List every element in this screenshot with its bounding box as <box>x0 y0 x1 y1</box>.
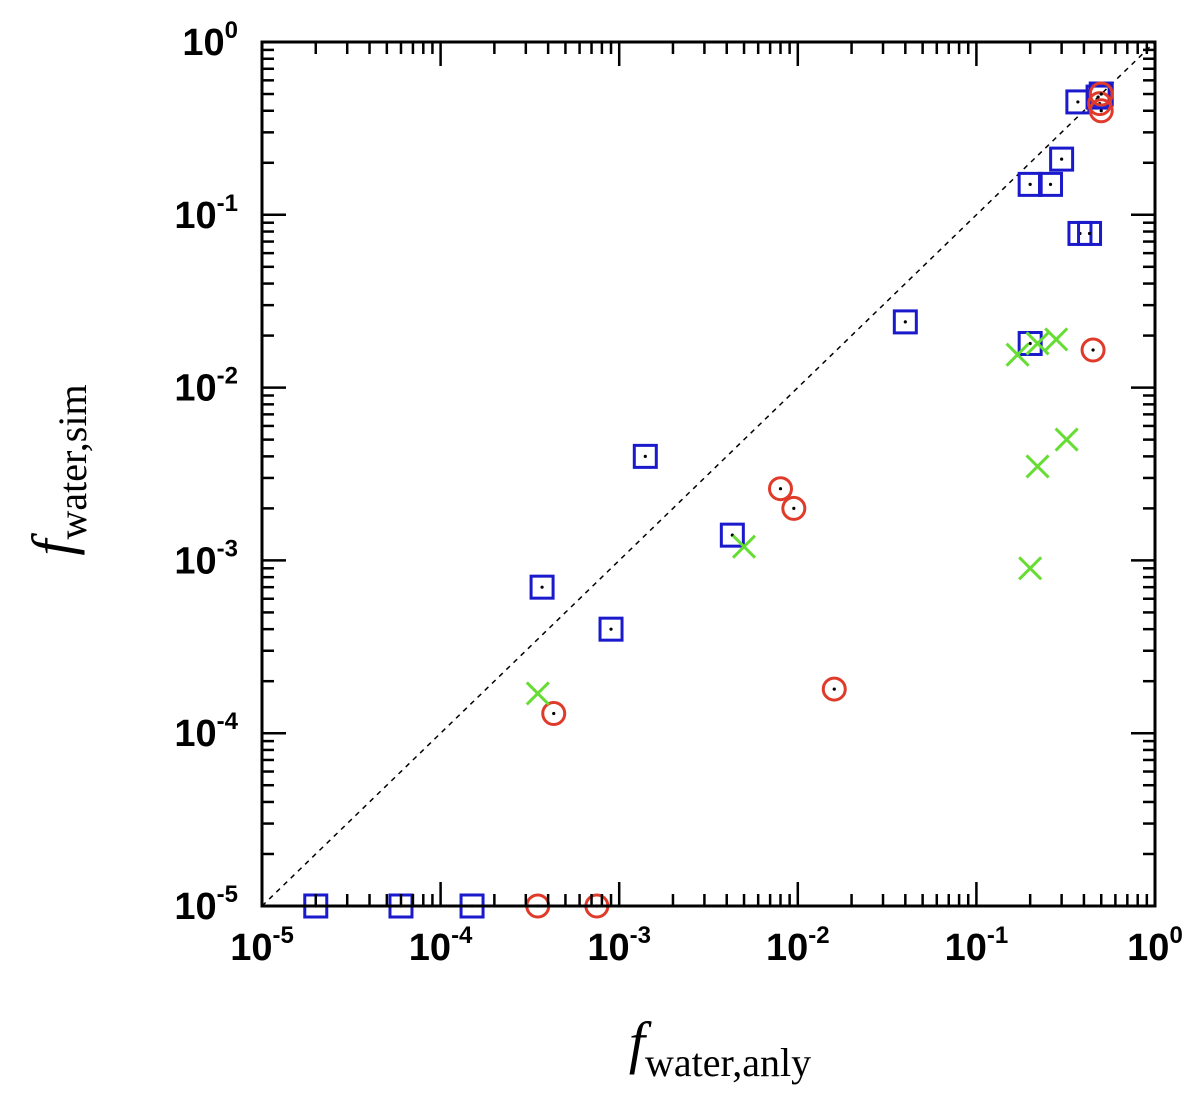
data-point-circle-dot <box>821 676 847 702</box>
y-tick-label: 10-2 <box>174 363 238 410</box>
y-axis-title: fwater,sim <box>20 384 95 555</box>
data-point-x <box>1005 342 1030 367</box>
data-point-square-dot <box>632 443 658 469</box>
x-tick-label: 10-2 <box>766 922 830 969</box>
data-point-circle-dot <box>1088 98 1114 124</box>
x-tick-label: 10-3 <box>587 922 651 969</box>
data-point-square-dot <box>892 309 918 335</box>
series-crosses <box>525 327 1079 706</box>
data-point-square-dot <box>1017 171 1043 197</box>
data-point-square-dot <box>1077 220 1103 246</box>
x-axis-title-subscript: water,anly <box>645 1040 811 1085</box>
y-tick-label: 10-3 <box>174 535 238 582</box>
x-axis-title: fwater,anly <box>629 1010 811 1085</box>
axis-ticks-layer <box>260 40 1157 908</box>
x-tick-label: 10-1 <box>945 922 1009 969</box>
data-point-x <box>1025 331 1050 356</box>
plot-frame <box>260 40 1157 908</box>
data-point-square-dot <box>1038 171 1064 197</box>
y-axis-title-subscript: water,sim <box>50 384 95 539</box>
x-tick-label: 100 <box>1127 922 1183 969</box>
x-tick-label: 10-5 <box>230 922 294 969</box>
data-point-circle-dot <box>767 476 793 502</box>
series-circles <box>525 81 1114 919</box>
y-tick-label: 10-4 <box>174 708 238 755</box>
data-point-x <box>1018 556 1043 581</box>
data-point-circle-dot <box>541 701 567 727</box>
data-point-x <box>1025 454 1050 479</box>
data-point-circle-dot <box>1088 81 1114 107</box>
data-point-x <box>1054 427 1079 452</box>
x-tick-label: 10-4 <box>409 922 473 969</box>
data-points-layer <box>303 81 1114 919</box>
y-tick-label: 100 <box>182 17 238 64</box>
data-point-square-dot <box>598 616 624 642</box>
data-point-x <box>525 681 550 706</box>
reference-line-y-equals-x <box>261 41 1156 907</box>
y-tick-label: 10-5 <box>174 881 238 928</box>
series-squares <box>303 81 1114 919</box>
data-point-square-dot <box>1017 330 1043 356</box>
data-point-square-dot <box>1049 146 1075 172</box>
y-tick-labels: 10-5 10-4 10-3 10-2 10-1 100 <box>174 17 238 928</box>
data-point-square-dot <box>529 574 555 600</box>
data-point-x <box>1044 327 1069 352</box>
data-point-x <box>731 534 757 559</box>
y-tick-label: 10-1 <box>174 190 238 237</box>
data-point-circle-dot <box>781 495 807 521</box>
reference-line-layer <box>261 41 1156 907</box>
x-tick-labels: 10-5 10-4 10-3 10-2 10-1 100 <box>230 922 1183 969</box>
data-point-circle-dot <box>1080 337 1106 363</box>
